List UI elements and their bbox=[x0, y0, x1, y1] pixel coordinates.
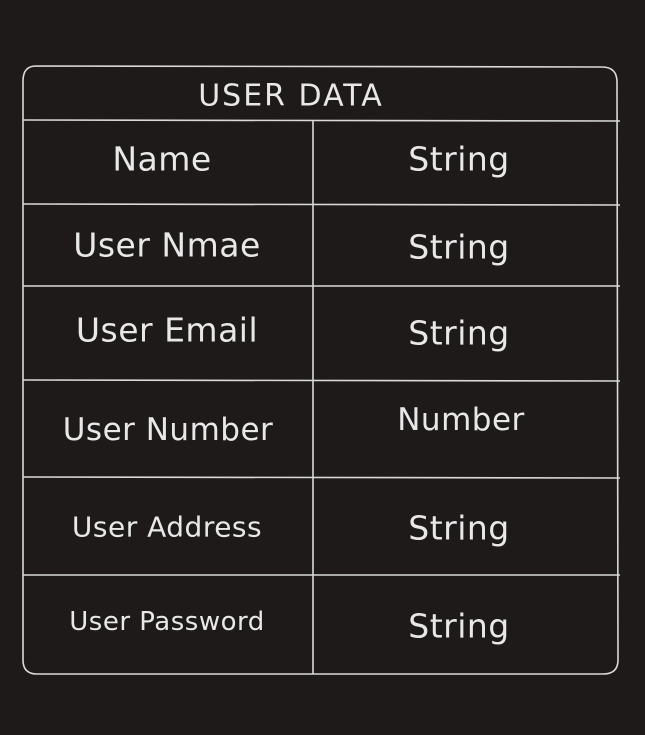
row-divider bbox=[22, 379, 621, 382]
field-name-cell: User Number bbox=[62, 412, 274, 448]
field-type-cell: String bbox=[408, 227, 510, 267]
row-divider bbox=[22, 203, 621, 206]
header-divider bbox=[22, 119, 621, 122]
field-type-cell: String bbox=[408, 606, 510, 646]
field-name-cell: User Password bbox=[69, 607, 265, 637]
field-type-cell: String bbox=[408, 508, 510, 548]
table-border bbox=[22, 65, 619, 675]
field-type-cell: Number bbox=[397, 402, 525, 438]
field-type-cell: String bbox=[408, 139, 510, 179]
field-name-cell: Name bbox=[112, 139, 212, 179]
row-divider bbox=[22, 476, 621, 479]
field-name-cell: User Address bbox=[71, 510, 263, 544]
field-name-cell: User Email bbox=[75, 310, 259, 350]
field-name-cell: User Nmae bbox=[73, 225, 261, 265]
field-type-cell: String bbox=[408, 313, 510, 353]
table-title: USER DATA bbox=[198, 78, 384, 114]
